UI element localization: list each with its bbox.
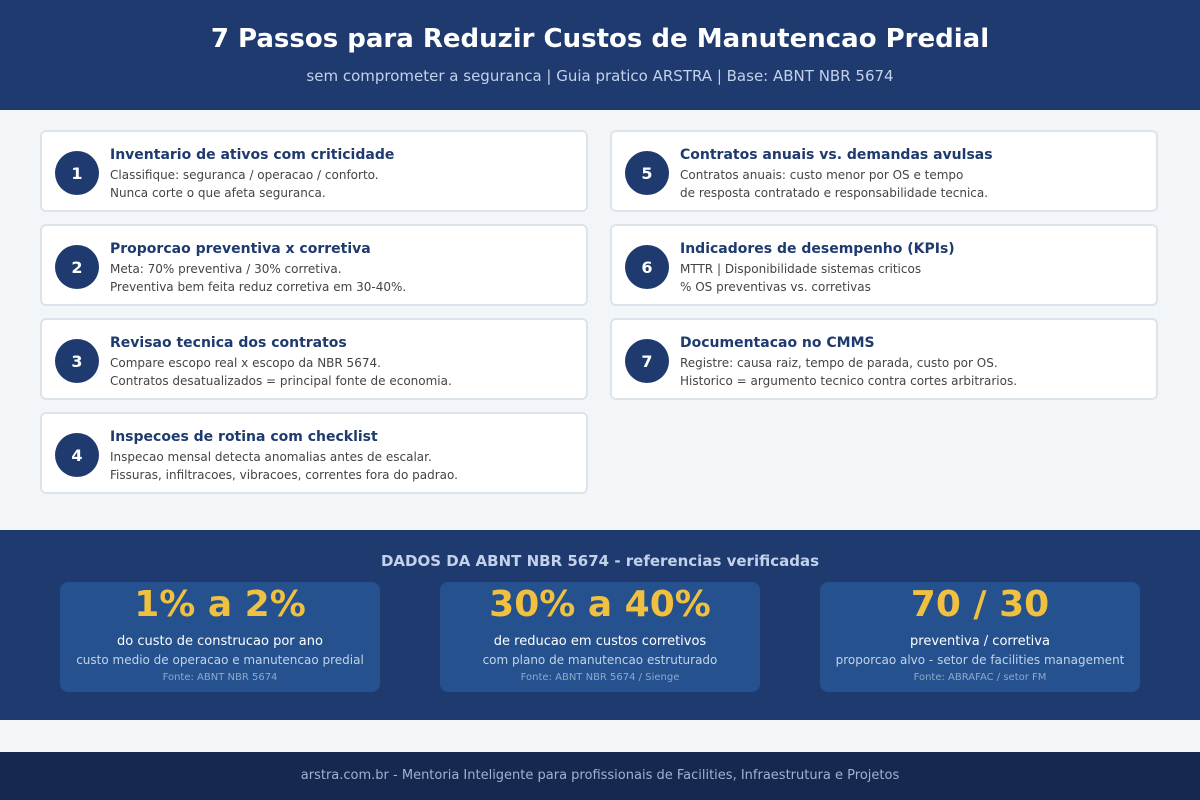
step-text: de resposta contratado e responsabilidad…: [680, 186, 989, 200]
step-card: 7 Documentacao no CMMS Registre: causa rai…: [610, 318, 1158, 400]
stat-label: do custo de construcao por ano: [117, 634, 323, 649]
data-title: DADOS DA ABNT NBR 5674 - referencias ver…: [380, 552, 820, 570]
step-text: Contratos anuais: custo menor por OS e t…: [680, 168, 964, 182]
data-section: DADOS DA ABNT NBR 5674 - referencias ver…: [0, 530, 1200, 720]
step-number: 1: [55, 151, 99, 195]
step-title: Inventario de ativos com criticidade: [110, 147, 395, 163]
stat-detail: proporcao alvo - setor de facilities man…: [835, 653, 1125, 667]
stat-label: de reducao em custos corretivos: [493, 634, 707, 649]
step-number: 7: [625, 339, 669, 383]
step-text: Meta: 70% preventiva / 30% corretiva.: [110, 262, 342, 276]
step-card: 3 Revisao tecnica dos contratos Compare es…: [40, 318, 588, 400]
stat-value: 30% a 40%: [489, 584, 711, 625]
stat-detail: com plano de manutencao estruturado: [482, 653, 718, 667]
stat-card: 30% a 40% de reducao em custos corretivos…: [440, 582, 760, 692]
subtitle: sem comprometer a seguranca | Guia prati…: [306, 67, 894, 85]
stat-source: Fonte: ABNT NBR 5674: [162, 672, 278, 683]
step-text: Contratos desatualizados = principal fon…: [110, 374, 452, 388]
step-number: 5: [625, 151, 669, 195]
step-text: % OS preventivas vs. corretivas: [680, 280, 871, 294]
header: 7 Passos para Reduzir Custos de Manutenc…: [0, 0, 1200, 110]
step-text: Classifique: seguranca / operacao / conf…: [110, 168, 379, 182]
step-number: 6: [625, 245, 669, 289]
step-title: Indicadores de desempenho (KPIs): [680, 241, 955, 257]
title: 7 Passos para Reduzir Custos de Manutenc…: [210, 24, 990, 54]
step-title: Proporcao preventiva x corretiva: [110, 241, 371, 257]
step-text: Registre: causa raiz, tempo de parada, c…: [680, 356, 998, 370]
step-card: 1 Inventario de ativos com criticidade Cla…: [40, 130, 588, 212]
step-text: Nunca corte o que afeta seguranca.: [110, 186, 326, 200]
step-text: Inspecao mensal detecta anomalias antes …: [110, 450, 432, 464]
step-number: 3: [55, 339, 99, 383]
step-number: 4: [55, 433, 99, 477]
step-text: Compare escopo real x escopo da NBR 5674…: [110, 356, 381, 370]
footer: arstra.com.br - Mentoria Inteligente par…: [0, 752, 1200, 800]
step-title: Inspecoes de rotina com checklist: [110, 429, 378, 445]
step-card: 5 Contratos anuais vs. demandas avulsas Co…: [610, 130, 1158, 212]
step-text: Historico = argumento tecnico contra cor…: [680, 374, 1018, 388]
stat-label: preventiva / corretiva: [910, 634, 1050, 649]
step-title: Contratos anuais vs. demandas avulsas: [680, 147, 993, 163]
step-card: 4 Inspecoes de rotina com checklist Inspec…: [40, 412, 588, 494]
step-card: 2 Proporcao preventiva x corretiva Meta: 7…: [40, 224, 588, 306]
stat-value: 1% a 2%: [134, 584, 306, 625]
stat-value: 70 / 30: [910, 584, 1050, 625]
step-text: Preventiva bem feita reduz corretiva em …: [110, 280, 407, 294]
stat-card: 1% a 2% do custo de construcao por ano cus…: [60, 582, 380, 692]
step-title: Revisao tecnica dos contratos: [110, 335, 347, 351]
step-title: Documentacao no CMMS: [680, 335, 875, 351]
stat-source: Fonte: ABNT NBR 5674 / Sienge: [520, 672, 680, 683]
stat-card: 70 / 30 preventiva / corretiva proporcao a…: [820, 582, 1140, 692]
step-number: 2: [55, 245, 99, 289]
step-text: Fissuras, infiltracoes, vibracoes, corre…: [110, 468, 458, 482]
step-text: MTTR | Disponibilidade sistemas criticos: [680, 262, 922, 276]
stat-detail: custo medio de operacao e manutencao pre…: [76, 653, 364, 667]
stat-source: Fonte: ABRAFAC / setor FM: [913, 672, 1047, 683]
step-card: 6 Indicadores de desempenho (KPIs) MTTR | …: [610, 224, 1158, 306]
